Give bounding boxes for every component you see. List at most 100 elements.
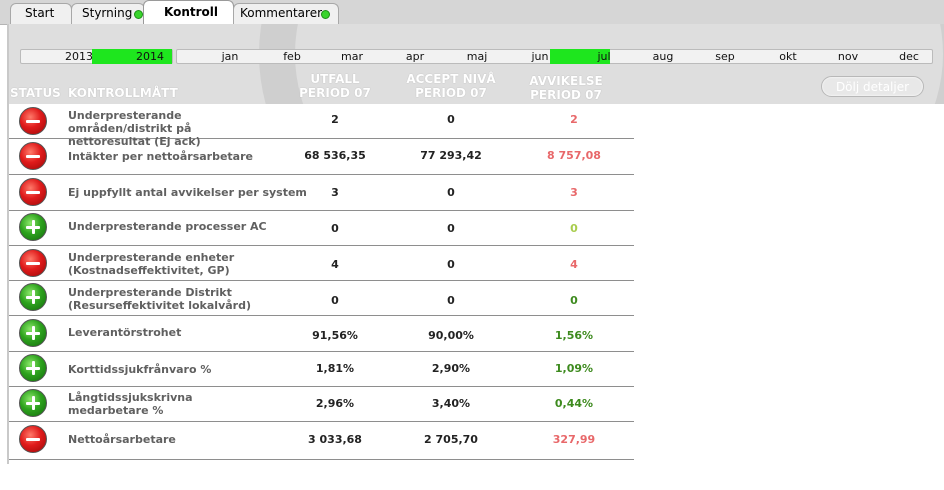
- header-panel: 2013 2014 jan feb mar apr maj jun jul au…: [9, 24, 944, 104]
- month-jan[interactable]: jan: [221, 50, 239, 63]
- tab-bar: Start Styrning Kontroll Kommentarer: [0, 0, 944, 25]
- month-aug[interactable]: aug: [652, 50, 674, 63]
- measure-name: Underpresterande enheter (Kostnadseffekti…: [68, 251, 235, 277]
- tab-label: Kommentarer: [240, 6, 323, 20]
- result-value: 2: [331, 113, 339, 126]
- month-sep[interactable]: sep: [715, 50, 735, 63]
- result-header-line2: PERIOD 07: [299, 86, 371, 100]
- table-row: Underpresterande områden/distrikt på nett…: [9, 104, 634, 148]
- result-value: 0: [331, 294, 339, 307]
- deviation-value: 0: [570, 294, 578, 307]
- tab-kontroll[interactable]: Kontroll: [143, 0, 234, 25]
- table-row: Underpresterande Distrikt (Resurseffektiv…: [9, 281, 634, 316]
- left-border: [7, 24, 9, 464]
- measure-name: Leverantörstrohet: [68, 326, 182, 339]
- accept-column-header: ACCEPT NIVÅ PERIOD 07: [391, 72, 511, 100]
- month-maj[interactable]: maj: [466, 50, 488, 63]
- plus-icon: [19, 354, 47, 382]
- accept-value: 77 293,42: [420, 149, 482, 162]
- result-value: 91,56%: [312, 329, 358, 342]
- deviation-value: 4: [570, 258, 578, 271]
- minus-icon: [19, 425, 47, 453]
- month-dec[interactable]: dec: [899, 50, 919, 63]
- result-value: 3 033,68: [308, 433, 362, 446]
- table-row: Nettoårsarbetare 3 033,68 2 705,70 327,9…: [9, 422, 634, 460]
- result-header-line1: UTFALL: [310, 72, 360, 86]
- year-2014[interactable]: 2014: [136, 50, 164, 63]
- table-row: Korttidssjukfrånvaro % 1,81% 2,90% 1,09%: [9, 352, 634, 387]
- plus-icon: [19, 389, 47, 417]
- table-row: Ej uppfyllt antal avvikelser per system …: [9, 175, 634, 211]
- minus-icon: [19, 107, 47, 135]
- table-row: Intäkter per nettoårsarbetare 68 536,35 …: [9, 139, 634, 175]
- deviation-value: 1,56%: [554, 329, 594, 342]
- minus-icon: [19, 178, 47, 206]
- month-mar[interactable]: mar: [341, 50, 363, 63]
- month-jun[interactable]: jun: [531, 50, 549, 63]
- deviation-value: 3: [570, 186, 578, 199]
- result-value: 0: [331, 222, 339, 235]
- measure-name: Underpresterande områden/distrikt på nett…: [68, 109, 201, 148]
- year-2013[interactable]: 2013: [65, 50, 93, 63]
- status-dot-icon: [321, 10, 330, 19]
- tab-styrning[interactable]: Styrning: [71, 3, 145, 24]
- measure-column-header: KONTROLLMÅTT: [68, 86, 178, 100]
- year-selected-highlight: [92, 49, 172, 64]
- accept-value: 0: [447, 222, 455, 235]
- result-value: 68 536,35: [304, 149, 366, 162]
- plus-icon: [19, 213, 47, 241]
- accept-value: 2 705,70: [424, 433, 478, 446]
- accept-value: 0: [447, 294, 455, 307]
- plus-icon: [19, 319, 47, 347]
- measure-name: Intäkter per nettoårsarbetare: [68, 150, 253, 163]
- accept-value: 0: [447, 186, 455, 199]
- table-row: Underpresterande enheter (Kostnadseffekti…: [9, 246, 634, 281]
- accept-value: 90,00%: [428, 329, 474, 342]
- measure-name: Långtidssjukskrivna medarbetare %: [68, 391, 193, 417]
- result-column-header: UTFALL PERIOD 07: [275, 72, 395, 100]
- month-nov[interactable]: nov: [837, 50, 859, 63]
- deviation-column-header: AVVIKELSE PERIOD 07: [506, 74, 626, 102]
- status-dot-icon: [134, 10, 143, 19]
- deviation-value: 0,44%: [554, 397, 594, 410]
- month-apr[interactable]: apr: [405, 50, 425, 63]
- month-selected-highlight: [550, 49, 610, 64]
- measure-name: Korttidssjukfrånvaro %: [68, 363, 212, 376]
- deviation-value: 8 757,08: [547, 149, 601, 162]
- measure-name: Nettoårsarbetare: [68, 433, 176, 446]
- hide-details-button[interactable]: Dölj detaljer: [821, 76, 924, 97]
- deviation-value: 1,09%: [554, 362, 594, 375]
- deviation-value: 0: [570, 222, 578, 235]
- plus-icon: [19, 283, 47, 311]
- accept-value: 0: [447, 258, 455, 271]
- measure-name: Underpresterande processer AC: [68, 220, 267, 233]
- table-row: Underpresterande processer AC 0 0 0: [9, 211, 634, 246]
- minus-icon: [19, 249, 47, 277]
- result-value: 1,81%: [315, 362, 355, 375]
- minus-icon: [19, 142, 47, 170]
- tab-label: Styrning: [82, 6, 133, 20]
- result-value: 4: [331, 258, 339, 271]
- table-row: Långtidssjukskrivna medarbetare % 2,96% 3…: [9, 387, 634, 422]
- deviation-value: 327,99: [552, 433, 596, 446]
- month-jul[interactable]: jul: [597, 50, 611, 63]
- deviation-value: 2: [570, 113, 578, 126]
- tab-label: Start: [25, 6, 55, 20]
- accept-value: 2,90%: [431, 362, 471, 375]
- accept-header-line1: ACCEPT NIVÅ: [406, 72, 496, 86]
- measure-name: Underpresterande Distrikt (Resurseffektiv…: [68, 286, 251, 312]
- status-column-header: STATUS: [10, 86, 61, 100]
- tab-start[interactable]: Start: [10, 3, 72, 24]
- measure-name: Ej uppfyllt antal avvikelser per system: [68, 186, 307, 199]
- deviation-header-line2: PERIOD 07: [530, 88, 602, 102]
- accept-value: 0: [447, 113, 455, 126]
- tab-kommentarer[interactable]: Kommentarer: [233, 3, 339, 24]
- result-value: 2,96%: [315, 397, 355, 410]
- month-feb[interactable]: feb: [283, 50, 301, 63]
- month-okt[interactable]: okt: [779, 50, 797, 63]
- accept-value: 3,40%: [431, 397, 471, 410]
- accept-header-line2: PERIOD 07: [415, 86, 487, 100]
- result-value: 3: [331, 186, 339, 199]
- deviation-header-line1: AVVIKELSE: [529, 74, 603, 88]
- table-row: Leverantörstrohet 91,56% 90,00% 1,56%: [9, 316, 634, 352]
